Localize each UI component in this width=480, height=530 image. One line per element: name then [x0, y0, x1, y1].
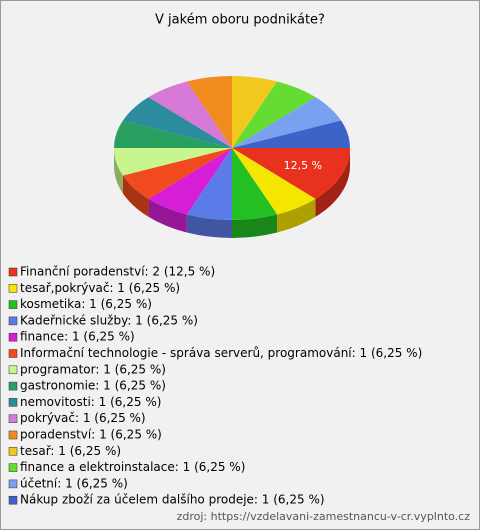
legend-label: finance: 1 (6,25 %)	[20, 330, 135, 344]
pie-sides	[114, 148, 350, 238]
slice	[232, 148, 316, 215]
legend-swatch	[8, 332, 18, 342]
legend-label: Nákup zboží za účelem dalšího prodeje: 1…	[20, 493, 325, 507]
legend-label: poradenství: 1 (6,25 %)	[20, 428, 162, 442]
legend-label: Kadeřnické služby: 1 (6,25 %)	[20, 313, 198, 327]
legend-swatch	[8, 267, 18, 277]
slice	[122, 97, 232, 148]
legend-swatch	[8, 365, 18, 375]
slice-side	[315, 148, 350, 217]
slice-side	[186, 214, 232, 238]
legend-label: tesař,pokrývač: 1 (6,25 %)	[20, 281, 180, 295]
legend-label: finance a elektroinstalace: 1 (6,25 %)	[20, 460, 245, 474]
slice-side	[114, 148, 123, 194]
legend-swatch	[8, 479, 18, 489]
pie-tops	[114, 76, 350, 220]
legend-swatch	[8, 398, 18, 407]
slice-side	[122, 175, 149, 217]
slice	[232, 120, 350, 148]
legend-swatch	[8, 284, 18, 293]
slice	[114, 120, 232, 148]
legend-swatch	[8, 316, 18, 326]
slice-side	[277, 198, 316, 233]
legend-swatch	[8, 414, 18, 423]
legend-label: pokrývač: 1 (6,25 %)	[20, 411, 146, 425]
slice	[186, 148, 232, 220]
legend-label: kosmetika: 1 (6,25 %)	[20, 297, 152, 311]
slice	[232, 148, 278, 220]
slice	[232, 97, 342, 148]
legend-label: programator: 1 (6,25 %)	[20, 362, 166, 376]
legend-label: nemovitosti: 1 (6,25 %)	[20, 395, 161, 409]
slice	[232, 148, 350, 199]
source: zdroj: https://vzdelavani-zamestnancu-v-…	[177, 510, 471, 523]
slice-side	[148, 198, 187, 233]
legend-swatch	[8, 447, 18, 456]
slice	[148, 148, 232, 215]
slice	[122, 148, 232, 199]
slice	[148, 81, 232, 148]
legend-swatch	[8, 349, 18, 358]
legend-swatch	[8, 463, 18, 472]
legend-swatch	[8, 430, 18, 440]
legend-label: tesař: 1 (6,25 %)	[20, 444, 121, 458]
slice	[186, 76, 232, 148]
slice	[232, 76, 278, 148]
legend-swatch	[8, 300, 18, 309]
chart-title: V jakém oboru podnikáte?	[155, 13, 325, 28]
legend-label: Finanční poradenství: 2 (12,5 %)	[20, 265, 215, 279]
legend-label: účetní: 1 (6,25 %)	[20, 476, 128, 490]
legend-label: gastronomie: 1 (6,25 %)	[20, 379, 166, 393]
legend-swatch	[8, 495, 18, 505]
slice	[114, 148, 232, 176]
slice-label: 12,5 %	[284, 159, 322, 172]
slice-side	[232, 214, 278, 238]
legend-swatch	[8, 381, 18, 391]
slice	[232, 81, 316, 148]
legend-label: Informační technologie - správa serverů,…	[20, 346, 422, 360]
